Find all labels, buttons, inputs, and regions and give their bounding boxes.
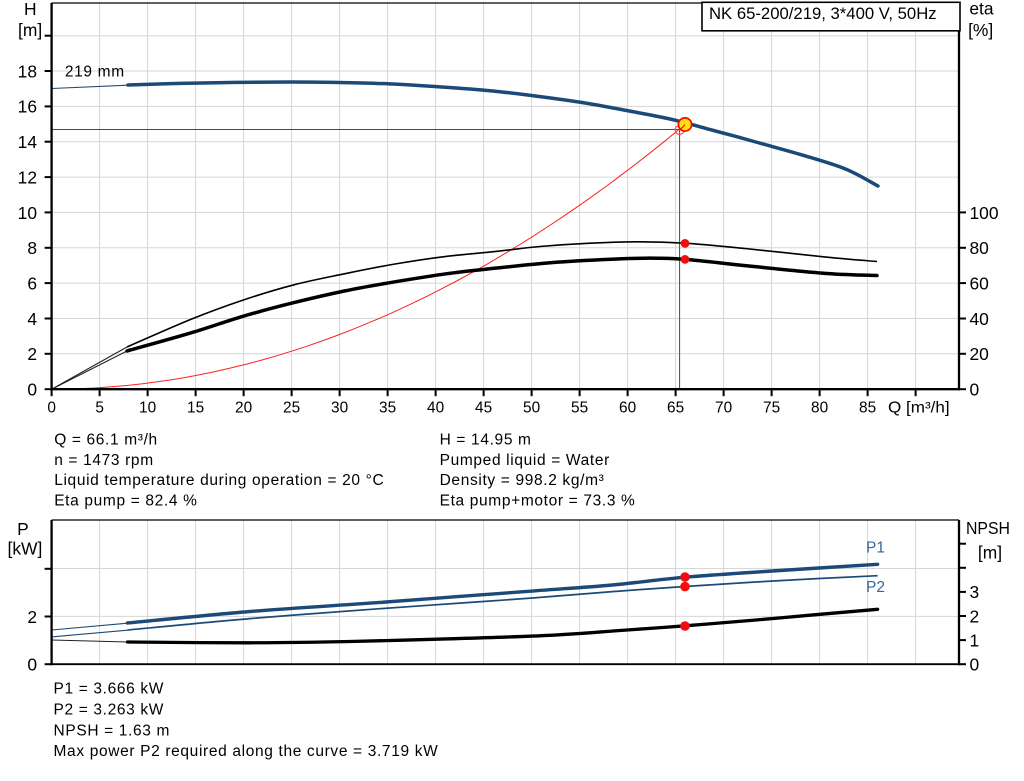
svg-text:n = 1473 rpm: n = 1473 rpm: [54, 452, 154, 469]
svg-text:20: 20: [235, 399, 252, 416]
svg-text:6: 6: [27, 273, 37, 293]
svg-text:85: 85: [859, 399, 876, 416]
svg-text:14: 14: [18, 132, 38, 152]
svg-text:3: 3: [970, 582, 980, 602]
svg-text:60: 60: [619, 399, 636, 416]
svg-text:5: 5: [95, 399, 104, 416]
svg-text:55: 55: [571, 399, 588, 416]
svg-text:H: H: [24, 0, 37, 19]
svg-text:40: 40: [427, 399, 444, 416]
svg-text:Liquid temperature during oper: Liquid temperature during operation = 20…: [54, 472, 384, 489]
svg-text:Q [m³/h]: Q [m³/h]: [888, 399, 950, 416]
svg-text:16: 16: [18, 97, 37, 117]
svg-text:[m]: [m]: [18, 20, 42, 40]
svg-text:40: 40: [970, 309, 989, 329]
svg-text:10: 10: [139, 399, 156, 416]
svg-text:0: 0: [27, 380, 37, 400]
svg-text:2: 2: [970, 606, 980, 626]
svg-text:45: 45: [475, 399, 492, 416]
svg-text:P1: P1: [866, 540, 885, 557]
svg-text:70: 70: [715, 399, 732, 416]
svg-text:Pumped liquid = Water: Pumped liquid = Water: [440, 452, 610, 469]
svg-text:8: 8: [27, 238, 37, 258]
svg-text:1: 1: [970, 630, 980, 650]
svg-text:[kW]: [kW]: [8, 538, 43, 558]
svg-text:60: 60: [970, 273, 989, 293]
svg-text:4: 4: [27, 309, 37, 329]
svg-text:Q = 66.1 m³/h: Q = 66.1 m³/h: [54, 432, 158, 449]
svg-text:[m]: [m]: [978, 543, 1002, 563]
svg-text:100: 100: [970, 203, 999, 223]
svg-text:0: 0: [970, 655, 980, 675]
svg-text:H = 14.95 m: H = 14.95 m: [440, 432, 532, 449]
svg-text:219 mm: 219 mm: [65, 63, 125, 80]
svg-text:0: 0: [970, 380, 980, 400]
svg-text:12: 12: [18, 167, 37, 187]
svg-text:10: 10: [18, 203, 37, 223]
svg-text:30: 30: [331, 399, 348, 416]
svg-text:2: 2: [27, 344, 37, 364]
svg-text:80: 80: [970, 238, 989, 258]
svg-text:[%]: [%]: [968, 20, 993, 40]
svg-text:P: P: [17, 519, 29, 539]
svg-text:80: 80: [811, 399, 828, 416]
svg-text:eta: eta: [969, 0, 994, 19]
svg-text:P2 = 3.263 kW: P2 = 3.263 kW: [54, 701, 165, 718]
svg-text:Eta pump+motor = 73.3 %: Eta pump+motor = 73.3 %: [440, 492, 636, 509]
svg-text:2: 2: [27, 607, 37, 627]
svg-text:Eta pump = 82.4 %: Eta pump = 82.4 %: [54, 492, 197, 509]
svg-text:0: 0: [47, 399, 56, 416]
svg-text:P2: P2: [866, 579, 885, 596]
svg-text:35: 35: [379, 399, 396, 416]
svg-text:18: 18: [18, 61, 37, 81]
svg-text:NPSH: NPSH: [966, 518, 1010, 538]
svg-text:75: 75: [763, 399, 780, 416]
svg-text:P1 = 3.666 kW: P1 = 3.666 kW: [54, 681, 165, 698]
svg-text:0: 0: [27, 655, 37, 675]
svg-text:NPSH = 1.63 m: NPSH = 1.63 m: [54, 722, 171, 739]
svg-text:50: 50: [523, 399, 540, 416]
svg-text:25: 25: [283, 399, 300, 416]
svg-text:15: 15: [187, 399, 204, 416]
svg-text:NK 65-200/219, 3*400 V, 50Hz: NK 65-200/219, 3*400 V, 50Hz: [709, 4, 937, 23]
svg-text:Max power P2 required along th: Max power P2 required along the curve = …: [54, 743, 439, 760]
svg-text:Density = 998.2 kg/m³: Density = 998.2 kg/m³: [440, 472, 605, 489]
svg-text:65: 65: [667, 399, 684, 416]
svg-text:20: 20: [970, 344, 989, 364]
